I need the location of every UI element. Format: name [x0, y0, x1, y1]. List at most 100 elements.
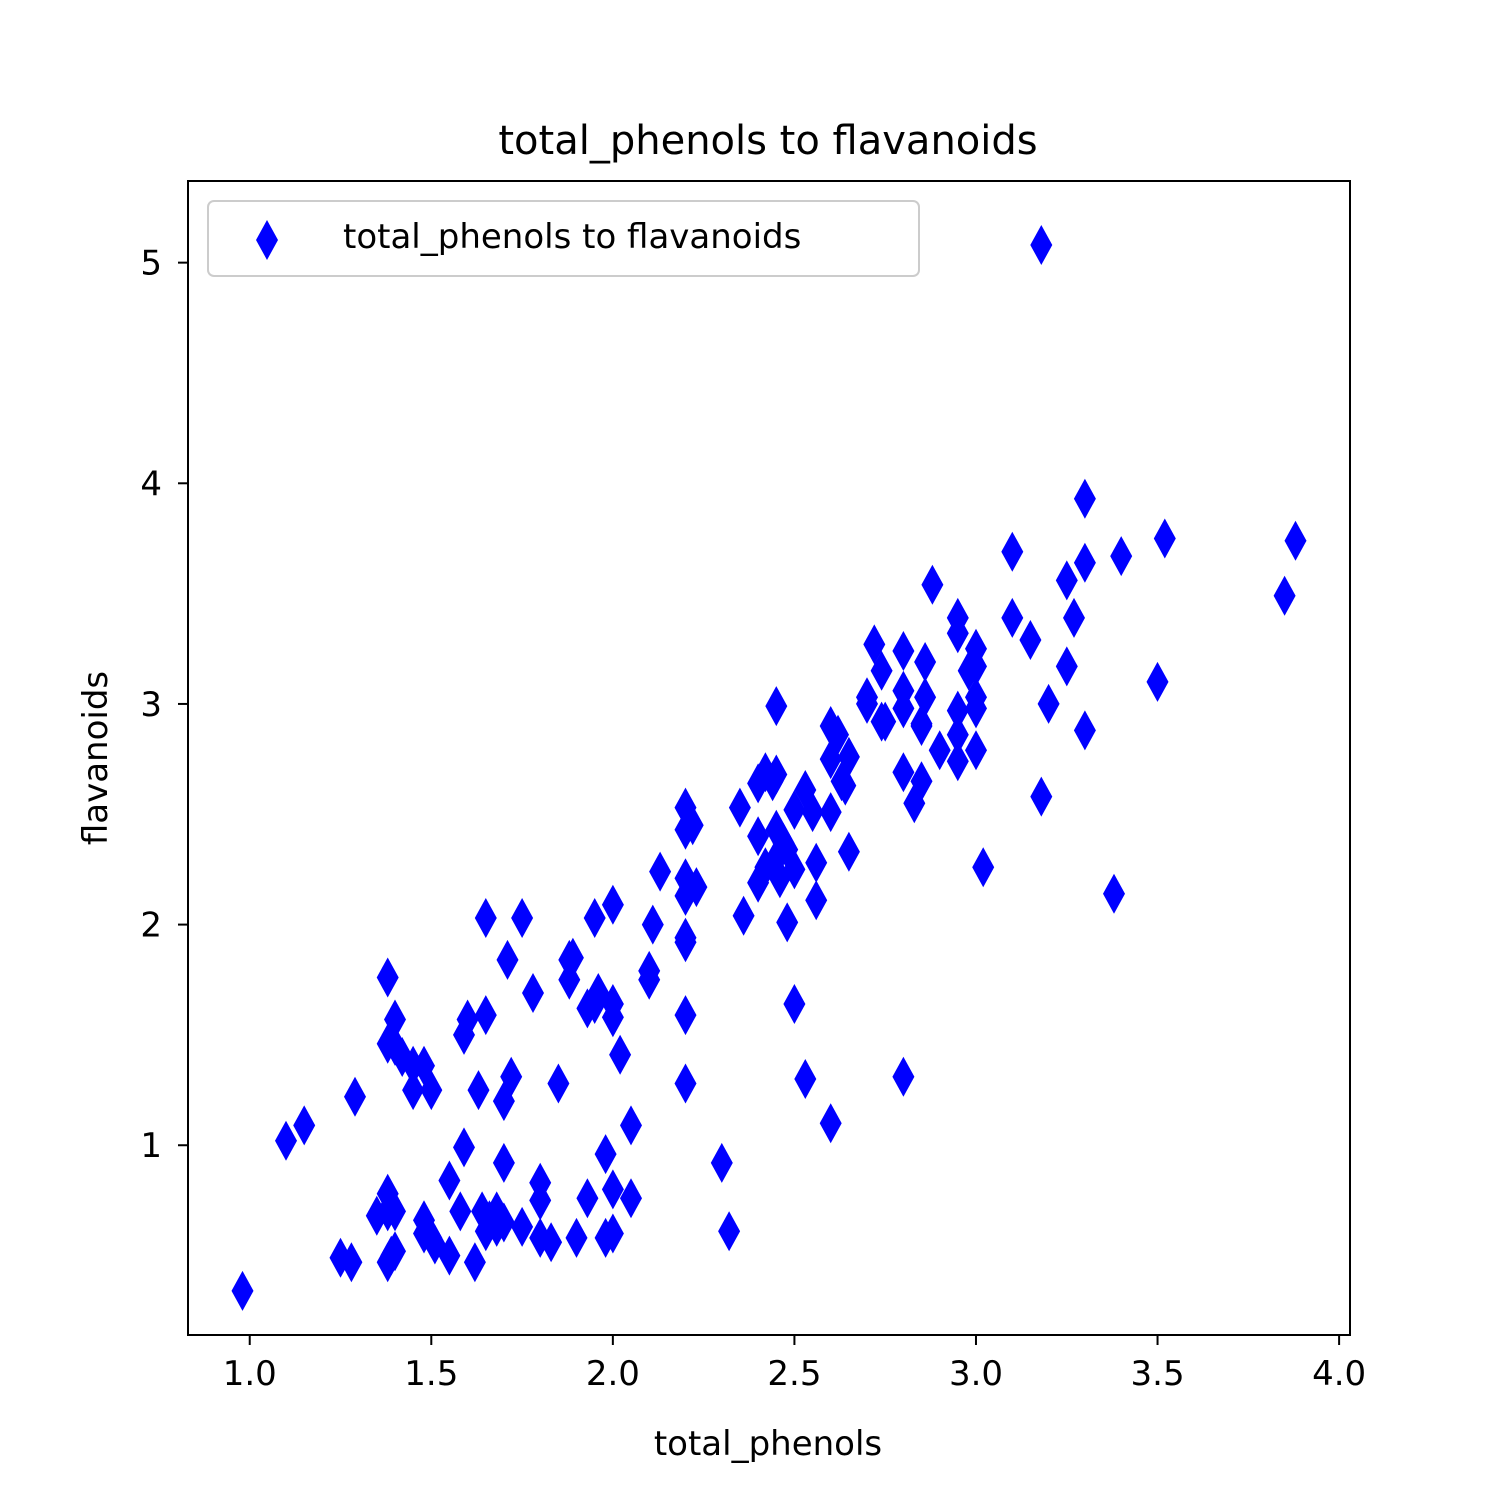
- data-point: [638, 950, 661, 991]
- data-point: [522, 973, 544, 1013]
- data-points: [231, 225, 1307, 1311]
- data-point: [685, 867, 708, 908]
- data-point: [776, 902, 799, 943]
- data-point: [1001, 531, 1024, 572]
- data-point: [601, 884, 624, 925]
- data-point: [453, 1127, 475, 1168]
- data-point: [1019, 620, 1042, 660]
- data-point: [801, 792, 824, 833]
- y-axis-ticks: 1 2 3 4 5: [140, 244, 188, 1166]
- data-point: [805, 842, 828, 883]
- data-point: [1073, 478, 1096, 519]
- data-point: [874, 701, 897, 742]
- data-point: [609, 1034, 632, 1075]
- data-point: [1103, 873, 1125, 914]
- data-point: [1030, 776, 1053, 817]
- data-point: [892, 1056, 915, 1097]
- data-point: [384, 999, 406, 1040]
- data-point: [492, 1081, 515, 1122]
- data-point: [492, 1202, 515, 1243]
- data-point: [914, 642, 937, 682]
- data-point: [965, 730, 987, 771]
- data-point: [965, 628, 987, 669]
- data-point: [474, 898, 497, 938]
- data-point: [1153, 518, 1176, 559]
- data-point: [583, 898, 606, 938]
- legend-marker: [256, 220, 278, 260]
- data-point: [467, 1070, 490, 1111]
- y-tick-label: 4: [140, 464, 162, 504]
- data-point: [674, 917, 697, 958]
- data-point: [565, 1217, 588, 1258]
- y-tick-label: 3: [140, 685, 162, 725]
- data-point: [834, 765, 857, 806]
- data-point: [492, 1142, 515, 1183]
- legend-box: [207, 200, 920, 277]
- x-tick-label: 3.5: [1131, 1354, 1185, 1394]
- data-point: [837, 831, 860, 872]
- data-point: [576, 1178, 599, 1219]
- data-point: [449, 1191, 472, 1232]
- data-point: [674, 1063, 697, 1104]
- data-point: [747, 816, 770, 857]
- data-point: [946, 714, 969, 755]
- data-point: [511, 1206, 534, 1247]
- data-point: [456, 999, 479, 1040]
- data-point: [620, 1105, 642, 1146]
- x-tick-label: 1.0: [223, 1354, 277, 1394]
- data-point: [1284, 520, 1307, 561]
- data-point: [438, 1160, 461, 1201]
- data-point: [463, 1242, 486, 1283]
- data-point: [547, 1063, 570, 1104]
- data-point: [819, 792, 842, 833]
- data-point: [601, 1169, 624, 1210]
- data-point: [870, 650, 893, 691]
- data-point: [914, 677, 937, 718]
- data-point: [641, 904, 664, 945]
- legend-label: total_phenols to flavanoids: [343, 217, 801, 257]
- data-point: [1273, 575, 1296, 616]
- x-tick-label: 4.0: [1312, 1354, 1366, 1394]
- data-point: [384, 1191, 406, 1232]
- data-point: [561, 937, 584, 978]
- data-point: [384, 1231, 406, 1272]
- data-point: [783, 849, 806, 890]
- data-point: [794, 1059, 817, 1099]
- data-point: [231, 1270, 254, 1311]
- data-point: [500, 1056, 523, 1097]
- data-point: [620, 1178, 642, 1219]
- y-tick-label: 5: [140, 244, 162, 284]
- data-point: [674, 995, 697, 1036]
- data-point: [496, 939, 519, 980]
- data-point: [892, 752, 915, 793]
- data-point: [718, 1211, 741, 1252]
- x-axis-label: total_phenols: [654, 1424, 882, 1464]
- data-point: [928, 730, 951, 771]
- data-point: [1110, 536, 1133, 577]
- data-point: [972, 847, 995, 888]
- x-tick-label: 3.0: [949, 1354, 1003, 1394]
- x-tick-label: 2.5: [767, 1354, 821, 1394]
- data-point: [1055, 646, 1078, 687]
- x-tick-label: 1.5: [404, 1354, 458, 1394]
- data-point: [827, 714, 849, 755]
- data-point: [1063, 597, 1085, 638]
- x-axis-ticks: 1.0 1.5 2.0 2.5 3.0 3.5 4.0: [223, 1335, 1366, 1394]
- data-point: [892, 631, 915, 671]
- data-point: [837, 736, 860, 777]
- x-tick-label: 2.0: [586, 1354, 640, 1394]
- data-point: [819, 1103, 842, 1144]
- data-point: [340, 1242, 363, 1283]
- data-point: [946, 690, 969, 731]
- data-point: [601, 1213, 624, 1254]
- data-point: [293, 1105, 316, 1146]
- chart-title: total_phenols to flavanoids: [498, 118, 1037, 164]
- data-point: [946, 597, 969, 638]
- y-axis-label: flavanoids: [76, 671, 116, 845]
- data-point: [438, 1235, 461, 1276]
- data-point: [921, 564, 944, 605]
- y-tick-label: 1: [140, 1126, 162, 1166]
- data-point: [805, 880, 828, 921]
- data-point: [649, 851, 672, 892]
